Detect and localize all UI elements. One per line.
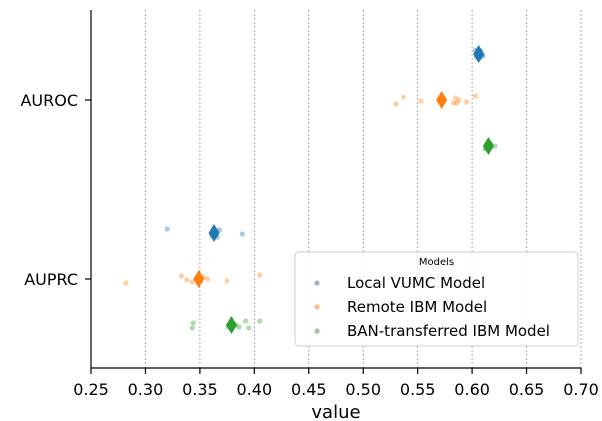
data-point xyxy=(204,276,211,282)
data-point xyxy=(451,100,457,106)
data-point xyxy=(239,231,245,237)
mean-marker xyxy=(193,270,205,288)
legend-marker xyxy=(314,328,320,334)
mean-marker xyxy=(436,91,448,109)
y-tick-label: AUROC xyxy=(20,91,78,110)
legend-marker xyxy=(314,280,320,286)
data-point xyxy=(246,325,252,331)
data-point xyxy=(123,280,129,286)
data-point xyxy=(453,95,459,101)
x-axis-title: value xyxy=(311,402,360,421)
x-tick-label: 0.35 xyxy=(182,380,218,399)
x-tick-label: 0.65 xyxy=(509,380,545,399)
x-tick-labels: 0.25 0.30 0.35 0.40 0.45 0.50 0.55 0.60 0.65 0.70 xyxy=(73,368,599,399)
data-point xyxy=(189,279,195,285)
data-point xyxy=(464,99,470,105)
mean-markers xyxy=(193,45,494,334)
data-point xyxy=(189,325,195,331)
x-tick-label: 0.30 xyxy=(128,380,164,399)
legend-label: BAN-transferred IBM Model xyxy=(347,322,550,340)
legend-box xyxy=(294,251,579,347)
data-point xyxy=(178,273,184,279)
data-point xyxy=(418,98,424,104)
mean-marker xyxy=(208,224,220,242)
data-point xyxy=(472,93,478,99)
mean-marker xyxy=(482,137,494,155)
data-point xyxy=(236,324,242,330)
x-tick-label: 0.55 xyxy=(400,380,436,399)
x-tick-label: 0.70 xyxy=(563,380,599,399)
legend-title: Models xyxy=(419,257,454,268)
mean-marker xyxy=(473,45,485,63)
data-point xyxy=(164,226,170,232)
legend-label: Remote IBM Model xyxy=(347,298,487,316)
x-tick-label: 0.25 xyxy=(73,380,109,399)
y-tick-labels: AUROC AUPRC xyxy=(20,91,91,289)
x-tick-label: 0.50 xyxy=(345,380,381,399)
legend: Models Local VUMC Model Remote IBM Model BA… xyxy=(294,251,579,347)
data-point xyxy=(190,320,196,326)
data-point xyxy=(492,143,498,149)
legend-marker xyxy=(314,304,320,310)
x-tick-label: 0.60 xyxy=(454,380,490,399)
data-point xyxy=(400,94,407,100)
axes xyxy=(90,10,581,369)
data-point xyxy=(184,277,190,283)
x-tick-label: 0.40 xyxy=(237,380,273,399)
y-tick-label: AUPRC xyxy=(24,270,78,289)
x-tick-label: 0.45 xyxy=(291,380,327,399)
data-point xyxy=(224,278,230,284)
data-point xyxy=(243,318,249,324)
legend-label: Local VUMC Model xyxy=(347,274,485,292)
data-point xyxy=(456,97,462,103)
data-point xyxy=(393,101,399,107)
data-point xyxy=(454,100,460,106)
mean-marker xyxy=(225,316,237,334)
data-point xyxy=(257,272,263,278)
data-point xyxy=(257,318,263,324)
